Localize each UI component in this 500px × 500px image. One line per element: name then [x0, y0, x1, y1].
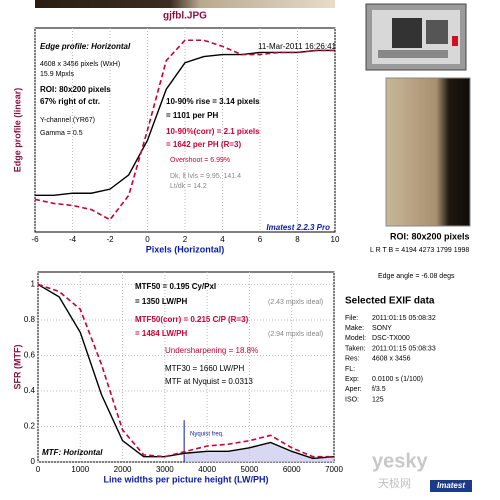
- annotation: = 1484 LW/PH: [135, 329, 187, 338]
- y-tick-label: 0.2: [24, 422, 36, 431]
- exif-label: Model:: [345, 335, 366, 342]
- exif-value: SONY: [372, 325, 392, 332]
- logo-box: [430, 480, 472, 492]
- annotation: 10-90%(corr) = 2.1 pixels: [166, 127, 260, 136]
- exif-value: 2011:01:15 05:08:32: [372, 315, 436, 322]
- exif-value: 4608 x 3456: [372, 356, 411, 363]
- annotation: (2.43 mpxls ideal): [268, 299, 323, 306]
- annotation: Gamma = 0.5: [40, 130, 83, 137]
- logo-text: Imatest: [437, 481, 465, 490]
- x-tick-label: 4000: [198, 465, 216, 474]
- y-tick-label: 0.4: [24, 386, 36, 395]
- series-line: [37, 283, 334, 458]
- thumbnail: [365, 3, 467, 71]
- y-tick-label: 0.6: [24, 351, 36, 360]
- y-tick-label: 1: [31, 280, 36, 289]
- annotation: Nyquist freq.: [190, 432, 224, 438]
- exif-label: Aper:: [345, 386, 362, 393]
- x-tick-label: 2: [183, 235, 188, 244]
- annotation: Imatest 2.2.3 Pro: [266, 223, 330, 232]
- annotation: = 1642 per PH (R=3): [166, 140, 241, 149]
- x-tick-label: 7000: [325, 465, 343, 474]
- annotation: = 1350 LW/PH: [135, 297, 187, 306]
- x-axis-label: Line widths per picture height (LW/PH): [103, 474, 268, 484]
- roi-image: [385, 77, 471, 227]
- annotation: Undersharpening = 18.8%: [165, 346, 258, 355]
- annotation: MTF50(corr) = 0.215 C/P (R=3): [135, 315, 249, 324]
- annotation: ROI: 80x200 pixels: [40, 85, 111, 94]
- exif-label: Exp:: [345, 376, 359, 383]
- x-tick-label: 4: [220, 235, 225, 244]
- edge-angle: Edge angle = -6.08 degs: [378, 273, 455, 280]
- roi-coords: L R T B = 4194 4273 1799 1998: [370, 247, 469, 254]
- x-tick-label: -6: [31, 235, 39, 244]
- exif-label: Make:: [345, 325, 364, 332]
- x-tick-label: 8: [295, 235, 300, 244]
- file-title: gjfbl.JPG: [163, 11, 207, 22]
- series-line: [37, 283, 335, 460]
- y-axis-label: SFR (MTF): [12, 345, 22, 390]
- series-line: [34, 39, 335, 221]
- annotation: 67% right of ctr.: [40, 97, 100, 106]
- x-tick-label: 10: [331, 235, 340, 244]
- annotation: 4608 x 3456 pixels (WxH): [40, 61, 120, 68]
- y-tick-label: 0: [31, 457, 36, 466]
- annotation: 15.9 Mpxls: [40, 71, 74, 78]
- exif-value: 0.0100 s (1/100): [372, 376, 423, 383]
- x-axis-label: Pixels (Horizontal): [146, 244, 225, 254]
- annotation: MTF at Nyquist = 0.0313: [165, 377, 253, 386]
- annotation: Y-channel (YR67): [40, 117, 95, 124]
- x-tick-label: 5000: [241, 465, 259, 474]
- annotation: MTF: Horizontal: [42, 448, 103, 457]
- x-tick-label: 0: [36, 465, 41, 474]
- nyquist-shade: [184, 442, 334, 462]
- annotation: 10-90% rise = 3.14 pixels: [166, 97, 260, 106]
- x-tick-label: 0: [145, 235, 150, 244]
- exif-value: 2011:01:15 05:08:33: [372, 345, 436, 352]
- annotation: MTF50 = 0.195 Cy/Pxl: [135, 282, 216, 291]
- exif-title: Selected EXIF data: [345, 296, 435, 307]
- x-tick-label: 6: [258, 235, 263, 244]
- annotation: = 1101 per PH: [166, 111, 218, 120]
- x-tick-label: 3000: [156, 465, 174, 474]
- exif-label: File:: [345, 315, 358, 322]
- y-tick-label: 0.8: [24, 315, 36, 324]
- x-tick-label: -2: [106, 235, 114, 244]
- x-tick-label: 6000: [283, 465, 301, 474]
- y-axis-label: Edge profile (linear): [12, 88, 22, 173]
- exif-label: ISO:: [345, 396, 359, 403]
- x-tick-label: 1000: [71, 465, 89, 474]
- exif-value: 125: [372, 396, 384, 403]
- annotation: Dk, lt lvls = 9.95, 141.4: [170, 173, 241, 180]
- plot-area: [37, 271, 335, 463]
- exif-label: Taken:: [345, 345, 366, 352]
- annotation: MTF30 = 1660 LW/PH: [165, 364, 244, 373]
- x-tick-label: 2000: [114, 465, 132, 474]
- exif-label: FL:: [345, 366, 355, 373]
- annotation: 11-Mar-2011 16:26:41: [258, 42, 337, 51]
- roi-label: ROI: 80x200 pixels: [390, 231, 470, 241]
- watermark: 天极网: [378, 476, 411, 490]
- annotation: Lt/dk = 14.2: [170, 183, 207, 190]
- annotation: Overshoot = 6.99%: [170, 157, 230, 164]
- watermark: yesky: [372, 450, 428, 472]
- edge-gradient: [35, 0, 335, 8]
- exif-value: DSC-TX000: [372, 335, 410, 342]
- annotation: Edge profile: Horizontal: [40, 42, 131, 51]
- x-tick-label: -4: [69, 235, 77, 244]
- annotation: (2.94 mpxls ideal): [268, 331, 323, 338]
- exif-label: Res:: [345, 356, 359, 363]
- exif-value: f/3.5: [372, 386, 386, 393]
